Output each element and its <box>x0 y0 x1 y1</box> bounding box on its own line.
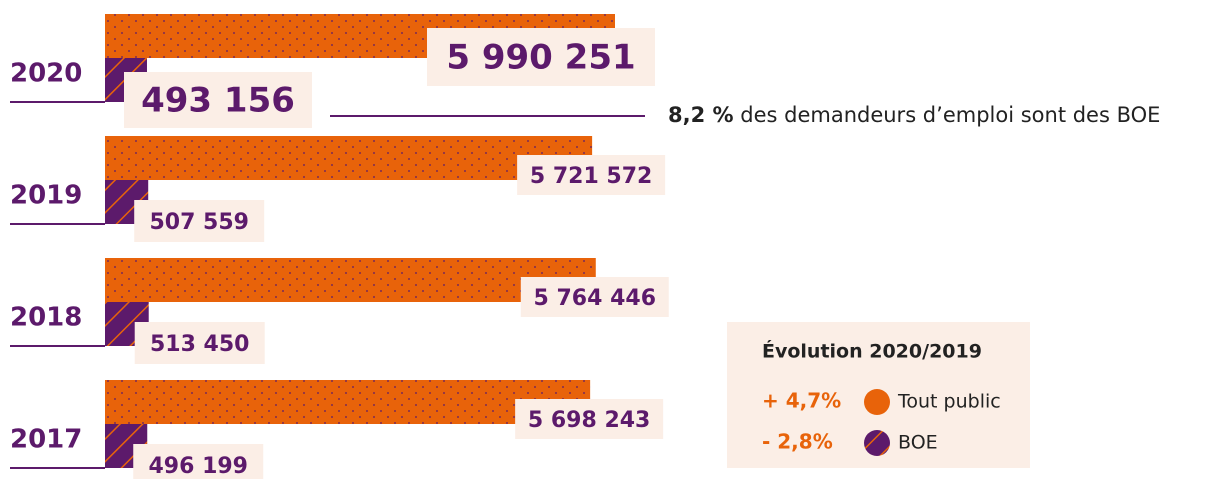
label-box <box>124 72 312 128</box>
bar <box>105 380 591 424</box>
annotation-text: des demandeurs d’emploi sont des BOE <box>740 103 1160 127</box>
year-label: 2020 <box>10 59 82 89</box>
label-box <box>134 200 265 242</box>
label-box <box>517 155 666 195</box>
annotation-value: 8,2 % <box>668 103 734 127</box>
legend-label: BOE <box>898 432 938 454</box>
annotation: 8,2 % des demandeurs d’emploi sont des B… <box>668 103 1160 127</box>
value-label: 5 764 446 <box>534 286 656 311</box>
label-box <box>133 444 264 479</box>
label-box <box>134 322 265 364</box>
value-label: 496 199 <box>148 454 248 479</box>
value-label: 5 721 572 <box>530 164 652 189</box>
bar <box>105 258 596 302</box>
value-label: 513 450 <box>150 332 250 357</box>
legend-change: - 2,8% <box>762 430 833 454</box>
legend-swatch <box>864 430 890 456</box>
year-label: 2018 <box>10 303 82 333</box>
year-label: 2017 <box>10 425 82 455</box>
legend-title: Évolution 2020/2019 <box>762 340 982 363</box>
legend-label: Tout public <box>897 391 1001 413</box>
legend-swatch <box>864 389 890 415</box>
value-label: 5 990 251 <box>446 38 635 78</box>
value-label: 507 559 <box>149 210 249 235</box>
label-box <box>515 399 664 439</box>
label-box <box>427 28 655 86</box>
year-label: 2019 <box>10 181 82 211</box>
legend-change: + 4,7% <box>762 389 841 413</box>
value-label: 5 698 243 <box>528 408 650 433</box>
label-box <box>520 277 669 317</box>
bar <box>105 136 593 180</box>
value-label: 493 156 <box>141 81 295 121</box>
